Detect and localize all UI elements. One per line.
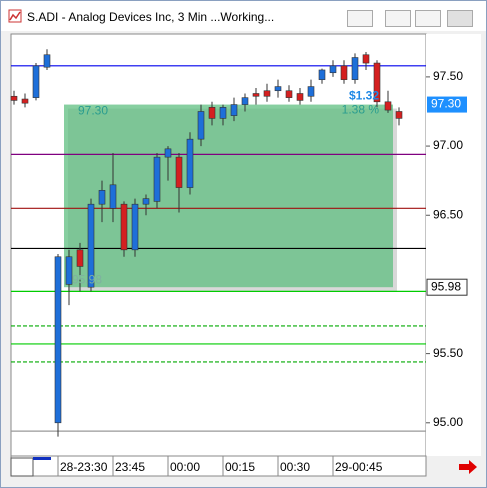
candle-body — [76, 249, 84, 267]
x-tick-label: 29-00:45 — [335, 460, 383, 474]
candle-body — [307, 86, 315, 97]
price-marker-label: 97.30 — [431, 97, 461, 111]
minimize-button[interactable] — [385, 10, 411, 27]
candle-body — [120, 203, 128, 251]
candle-body — [109, 184, 117, 209]
x-tick-label: 00:00 — [170, 460, 200, 474]
candle-body — [98, 190, 106, 205]
candle-body — [131, 203, 139, 251]
price-marker-label: 95.98 — [431, 279, 461, 293]
range-percent: 1.38 % — [342, 103, 380, 117]
candle-body — [164, 148, 172, 158]
candle-body — [208, 107, 216, 119]
candle-body — [318, 69, 326, 80]
x-tick-label: 28-23:30 — [60, 460, 108, 474]
candle-body — [340, 65, 348, 80]
candle-body — [241, 97, 249, 105]
candle-body — [384, 101, 392, 111]
candle-body — [43, 54, 51, 68]
price-marker — [427, 96, 467, 113]
close-button[interactable] — [447, 10, 473, 27]
candle-body — [87, 203, 95, 288]
candle-body — [230, 104, 238, 116]
x-tick-label: 00:30 — [280, 460, 310, 474]
x-tick-label: 00:15 — [225, 460, 255, 474]
candle-body — [395, 111, 403, 119]
candle-body — [10, 95, 18, 101]
range-high-label: 97.30 — [78, 104, 108, 118]
y-tick-label: 95.50 — [433, 346, 463, 360]
price-marker — [426, 278, 468, 296]
candle-body — [296, 93, 304, 101]
corner-box[interactable] — [10, 457, 34, 477]
chart: 95.00 95.50 96.50 97.00 97.50 28-23:30 23:45 00… — [10, 33, 481, 477]
candle-body — [362, 54, 370, 64]
candle-body — [186, 138, 194, 188]
x-tick-label: 23:45 — [115, 460, 145, 474]
candle-body — [197, 111, 205, 140]
candle-body — [351, 57, 359, 80]
range-box — [64, 104, 393, 288]
y-tick-label: 97.50 — [433, 69, 463, 83]
candle-body — [65, 256, 73, 285]
candle-body — [54, 256, 62, 424]
candle-body — [21, 98, 29, 104]
y-tick-label: 96.50 — [433, 207, 463, 221]
candle-body — [329, 65, 337, 74]
range-low-label: 95.98 — [72, 272, 102, 286]
candle-body — [274, 86, 282, 92]
title-bar: S.ADI - Analog Devices Inc, 3 Min ...Wor… — [1, 1, 486, 31]
candle-body — [153, 156, 161, 202]
candle-body — [263, 90, 271, 97]
candle-body — [142, 198, 150, 205]
maximize-button[interactable] — [415, 10, 441, 27]
window-title: S.ADI - Analog Devices Inc, 3 Min ...Wor… — [27, 10, 275, 24]
candle-body — [252, 93, 260, 97]
candle-body — [175, 156, 183, 188]
y-tick-label: 95.00 — [433, 415, 463, 429]
candle-body — [373, 62, 381, 103]
candle-body — [219, 107, 227, 119]
range-change: $1.32 — [349, 89, 379, 103]
candle-body — [285, 90, 293, 98]
scroll-indicator — [33, 457, 51, 460]
y-tick-label: 97.00 — [433, 138, 463, 152]
app-icon — [8, 9, 22, 23]
link-button[interactable] — [347, 10, 373, 27]
scroll-arrow[interactable] — [459, 460, 477, 474]
candle-body — [32, 65, 40, 98]
